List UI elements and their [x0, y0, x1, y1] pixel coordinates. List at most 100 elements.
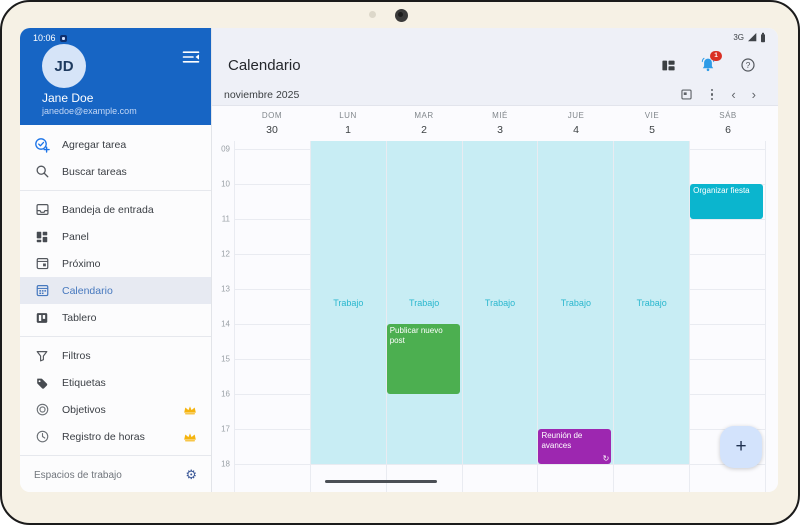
day-column-sab[interactable]: Organizar fiesta [689, 141, 765, 492]
day-columns: Trabajo Trabajo Publicar nuevo post Traba… [234, 141, 766, 492]
day-column-jue[interactable]: Trabajo Reunión de avances ↻ [537, 141, 614, 492]
avatar-initials: JD [54, 57, 74, 75]
day-header-vie[interactable]: VIE 5 [644, 111, 660, 136]
hour-label: 11 [221, 214, 230, 224]
inbox-icon [34, 202, 50, 218]
sidebar-item-label: Agregar tarea [62, 138, 127, 151]
notification-badge: 1 [710, 51, 722, 61]
sidebar-item-label: Filtros [62, 349, 91, 362]
day-header-jue[interactable]: JUE 4 [567, 111, 585, 136]
day-header-dom[interactable]: DOM 30 [261, 111, 283, 136]
network-label: 3G [733, 32, 744, 42]
toolbar-icons: ‹ › [680, 88, 756, 101]
sidebar-item-calendario[interactable]: Calendario [20, 277, 211, 304]
hour-label: 10 [221, 179, 230, 189]
sidebar-group-tools: Filtros Etiquetas Objetivos [20, 337, 211, 455]
avatar[interactable]: JD [42, 44, 86, 88]
add-event-fab[interactable]: + [720, 426, 762, 468]
sidebar-item-label: Próximo [62, 257, 101, 270]
hour-label: 18 [221, 459, 230, 469]
event-title: Reunión de avances [541, 431, 583, 450]
day-header-sab[interactable]: SÁB 6 [719, 111, 737, 136]
sidebar-item-label: Objetivos [62, 403, 106, 416]
calendar-toolbar: noviembre 2025 ‹ › [212, 84, 778, 106]
sidebar-item-objetivos[interactable]: Objetivos [20, 396, 211, 423]
event-trabajo-band[interactable]: Trabajo [386, 141, 462, 464]
calendar-event[interactable]: Reunión de avances ↻ [538, 429, 612, 464]
sidebar-item-label: Registro de horas [62, 430, 145, 443]
search-icon [34, 164, 50, 180]
event-trabajo-band[interactable]: Trabajo [462, 141, 538, 464]
calendar-event[interactable]: Publicar nuevo post [386, 324, 460, 394]
notifications-bell-icon[interactable]: 1 [700, 51, 722, 73]
battery-icon [761, 32, 765, 42]
workspaces-label: Espacios de trabajo [34, 469, 122, 481]
filter-icon [34, 348, 50, 364]
view-switcher-icon[interactable] [661, 58, 676, 73]
day-column-lun[interactable]: Trabajo [309, 141, 386, 492]
sidebar-item-tablero[interactable]: Tablero [20, 304, 211, 331]
hour-label: 17 [221, 424, 230, 434]
premium-crown-icon [183, 431, 197, 442]
app-bar: Calendario 1 ? [212, 46, 778, 84]
hour-label: 14 [221, 319, 230, 329]
sidebar-nav: Agregar tarea Buscar tareas Bandeja de e… [20, 125, 211, 455]
sidebar-item-label: Panel [62, 230, 89, 243]
event-title: Trabajo [636, 297, 667, 308]
time-gutter: 09 10 11 12 13 14 15 16 17 18 [212, 141, 234, 492]
signal-icon [748, 33, 757, 42]
day-header-row: DOM 30 LUN 1 MAR 2 MIÉ 3 JUE 4 VIE 5 SÁB 6 [212, 106, 778, 141]
event-title: Trabajo [484, 297, 516, 308]
sidebar-item-panel[interactable]: Panel [20, 223, 211, 250]
event-title: Trabajo [409, 297, 440, 308]
event-title: Organizar fiesta [693, 186, 750, 195]
sidebar-item-filtros[interactable]: Filtros [20, 342, 211, 369]
event-trabajo-band[interactable]: Trabajo [538, 141, 614, 464]
sidebar-item-etiquetas[interactable]: Etiquetas [20, 369, 211, 396]
notification-app-icon [59, 34, 67, 42]
home-indicator[interactable] [325, 480, 437, 483]
help-icon[interactable]: ? [740, 57, 756, 73]
month-label: noviembre 2025 [224, 88, 300, 101]
day-header-mar[interactable]: MAR 2 [414, 111, 434, 136]
day-header-mie[interactable]: MIÉ 3 [492, 111, 508, 136]
sidebar-item-label: Tablero [62, 311, 97, 324]
sidebar-item-proximo[interactable]: Próximo [20, 250, 211, 277]
statusbar-left: 10:06 [33, 33, 67, 43]
day-column-vie[interactable]: Trabajo [613, 141, 690, 492]
week-grid: 09 10 11 12 13 14 15 16 17 18 Trabajo Trabajo Publ… [212, 141, 778, 492]
prev-week-chevron[interactable]: ‹ [731, 87, 736, 102]
target-icon [34, 402, 50, 418]
day-header-lun[interactable]: LUN 1 [339, 111, 357, 136]
event-trabajo-band[interactable]: Trabajo [310, 141, 386, 464]
more-options-icon[interactable] [709, 88, 716, 101]
settings-gear-icon[interactable]: ⚙ [185, 467, 197, 483]
status-time: 10:06 [33, 33, 56, 43]
premium-crown-icon [183, 404, 197, 415]
calendar-event[interactable]: Organizar fiesta [690, 184, 764, 219]
today-calendar-icon[interactable] [680, 88, 693, 101]
sidebar-item-label: Buscar tareas [62, 165, 127, 178]
event-title: Publicar nuevo post [389, 326, 443, 345]
sidebar-item-bandeja-de-entrada[interactable]: Bandeja de entrada [20, 196, 211, 223]
dashboard-icon [34, 229, 50, 245]
add-task-icon [34, 137, 50, 153]
clock-icon [34, 429, 50, 445]
day-column-dom[interactable] [234, 141, 310, 492]
sidebar-item-buscar-tareas[interactable]: Buscar tareas [20, 158, 211, 185]
day-column-mar[interactable]: Trabajo Publicar nuevo post [385, 141, 462, 492]
hour-label: 12 [221, 249, 230, 259]
svg-text:?: ? [746, 60, 751, 70]
menu-open-icon[interactable] [180, 48, 202, 66]
sidebar-item-agregar-tarea[interactable]: Agregar tarea [20, 131, 211, 158]
sidebar-item-registro-de-horas[interactable]: Registro de horas [20, 423, 211, 450]
sidebar-item-label: Calendario [62, 284, 113, 297]
day-column-mie[interactable]: Trabajo [461, 141, 538, 492]
hour-label: 13 [221, 284, 230, 294]
workspaces-footer[interactable]: Espacios de trabajo ⚙ [20, 455, 211, 492]
board-icon [34, 310, 50, 326]
next-week-chevron[interactable]: › [751, 87, 756, 102]
sidebar-header: 10:06 JD Jane Doe janedoe@example.com [20, 28, 211, 125]
time-gutter-spacer [212, 106, 234, 141]
event-trabajo-band[interactable]: Trabajo [614, 141, 690, 464]
